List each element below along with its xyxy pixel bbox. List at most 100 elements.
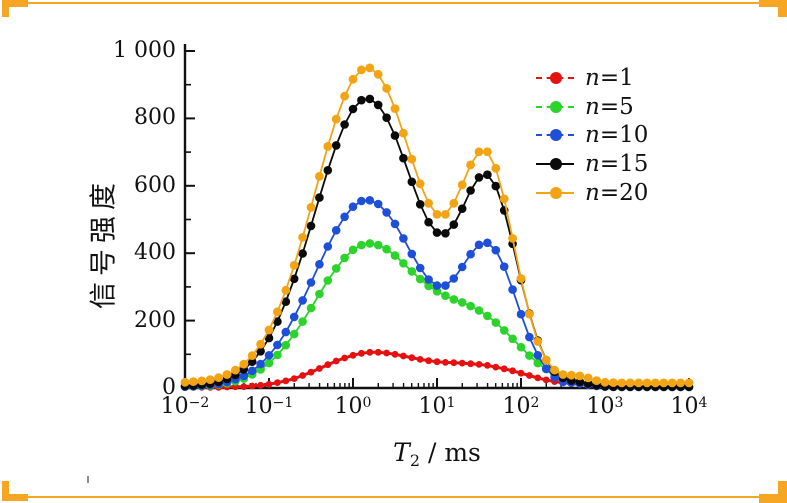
series-marker-n=1	[467, 360, 474, 368]
series-marker-n=1	[484, 362, 491, 369]
frame-corner-top-left-stub	[2, 0, 9, 17]
y-tick-label: 600	[134, 172, 176, 198]
y-tick-label: 1 000	[113, 38, 176, 63]
series-marker-n=1	[509, 367, 516, 375]
series-marker-n=20	[315, 172, 324, 181]
series-marker-n=10	[365, 196, 375, 205]
series-marker-n=15	[466, 186, 475, 195]
series-marker-n=5	[373, 240, 383, 250]
series-marker-n=10	[407, 249, 417, 259]
x-axis-title: T2 / ms	[393, 438, 481, 470]
series-marker-n=20	[659, 378, 669, 388]
series-marker-n=5	[407, 267, 417, 276]
series-marker-n=5	[449, 295, 459, 304]
series-marker-n=15	[357, 95, 366, 105]
series-marker-n=1	[349, 351, 357, 359]
y-tick-label: 400	[134, 240, 176, 266]
series-marker-n=1	[332, 357, 340, 365]
series-marker-n=5	[382, 244, 391, 254]
series-marker-n=10	[399, 234, 408, 243]
x-axis-title-subscript: 2	[409, 451, 421, 470]
series-marker-n=15	[315, 193, 324, 202]
series-marker-n=10	[340, 212, 349, 222]
series-marker-n=15	[449, 220, 459, 229]
series-marker-n=15	[415, 200, 425, 209]
series-marker-n=20	[424, 198, 433, 208]
legend: n=1 n=5 n=10 n=15 n=20	[536, 64, 648, 207]
series-marker-n=20	[231, 365, 240, 375]
series-marker-n=20	[651, 378, 660, 388]
series-marker-n=5	[525, 351, 534, 360]
series-marker-n=10	[289, 312, 299, 322]
legend-marker-icon	[536, 128, 576, 142]
series-marker-n=10	[281, 327, 291, 337]
series-marker-n=5	[298, 317, 307, 326]
series-marker-n=5	[491, 318, 501, 327]
frame-corner-bottom-right-stub	[778, 481, 787, 503]
series-marker-n=10	[273, 340, 282, 350]
series-marker-n=10	[466, 249, 475, 259]
series-marker-n=5	[508, 334, 517, 344]
series-marker-n=10	[499, 262, 509, 272]
legend-item-n=1: n=1	[536, 64, 648, 93]
series-marker-n=20	[180, 377, 190, 387]
series-marker-n=5	[441, 291, 450, 301]
series-marker-n=20	[205, 375, 215, 384]
legend-dot	[550, 100, 562, 113]
legend-label: n=20	[585, 179, 649, 206]
series-marker-n=1	[265, 380, 273, 388]
series-marker-n=10	[491, 245, 501, 255]
series-marker-n=20	[357, 65, 366, 75]
legend-marker-icon	[536, 157, 576, 171]
frame-corner-bottom-right	[759, 494, 787, 503]
series-marker-n=1	[240, 383, 248, 391]
series-marker-n=20	[365, 63, 375, 73]
series-marker-n=20	[525, 309, 534, 319]
x-tick-label: 104	[670, 394, 708, 419]
legend-label: n=1	[585, 65, 634, 92]
series-marker-n=10	[508, 285, 517, 294]
series-marker-n=15	[289, 274, 299, 284]
series-marker-n=20	[474, 147, 484, 157]
series-marker-n=20	[281, 285, 291, 295]
series-marker-n=15	[441, 229, 450, 238]
series-marker-n=20	[449, 198, 459, 208]
legend-label: n=15	[585, 151, 649, 178]
series-marker-n=20	[214, 373, 224, 382]
series-marker-n=5	[357, 240, 366, 250]
series-marker-n=1	[492, 363, 500, 371]
series-marker-n=20	[516, 274, 526, 283]
series-marker-n=1	[299, 372, 306, 379]
legend-marker-icon	[536, 100, 576, 114]
series-marker-n=20	[684, 378, 694, 388]
series-marker-n=1	[257, 381, 264, 389]
series-marker-n=1	[290, 375, 298, 382]
series-marker-n=20	[642, 378, 652, 388]
series-marker-n=5	[533, 358, 543, 368]
series-marker-n=20	[306, 203, 316, 212]
x-tick-label: 103	[586, 394, 624, 419]
frame-corner-top-right-stub	[778, 0, 787, 17]
y-axis-title: 信号强度	[88, 177, 120, 309]
series-marker-n=20	[407, 154, 417, 164]
series-marker-n=1	[475, 361, 483, 368]
series-marker-n=15	[331, 141, 341, 150]
series-marker-n=20	[592, 376, 601, 385]
series-marker-n=15	[474, 173, 484, 182]
series-marker-n=20	[247, 351, 257, 360]
frame-corner-bottom-left-stub	[2, 481, 9, 501]
series-marker-n=20	[222, 370, 232, 379]
series-marker-n=20	[533, 337, 543, 346]
legend-dot	[550, 186, 562, 199]
legend-dot	[550, 72, 562, 85]
series-marker-n=5	[457, 298, 467, 307]
series-marker-n=15	[457, 204, 467, 213]
series-marker-n=20	[264, 325, 274, 335]
series-marker-n=20	[466, 160, 475, 170]
series-marker-n=20	[340, 91, 349, 101]
series-marker-n=20	[634, 378, 643, 388]
series-marker-n=10	[516, 309, 526, 319]
series-marker-n=15	[340, 120, 349, 129]
series-marker-n=1	[366, 348, 374, 356]
series-marker-n=15	[298, 249, 307, 258]
